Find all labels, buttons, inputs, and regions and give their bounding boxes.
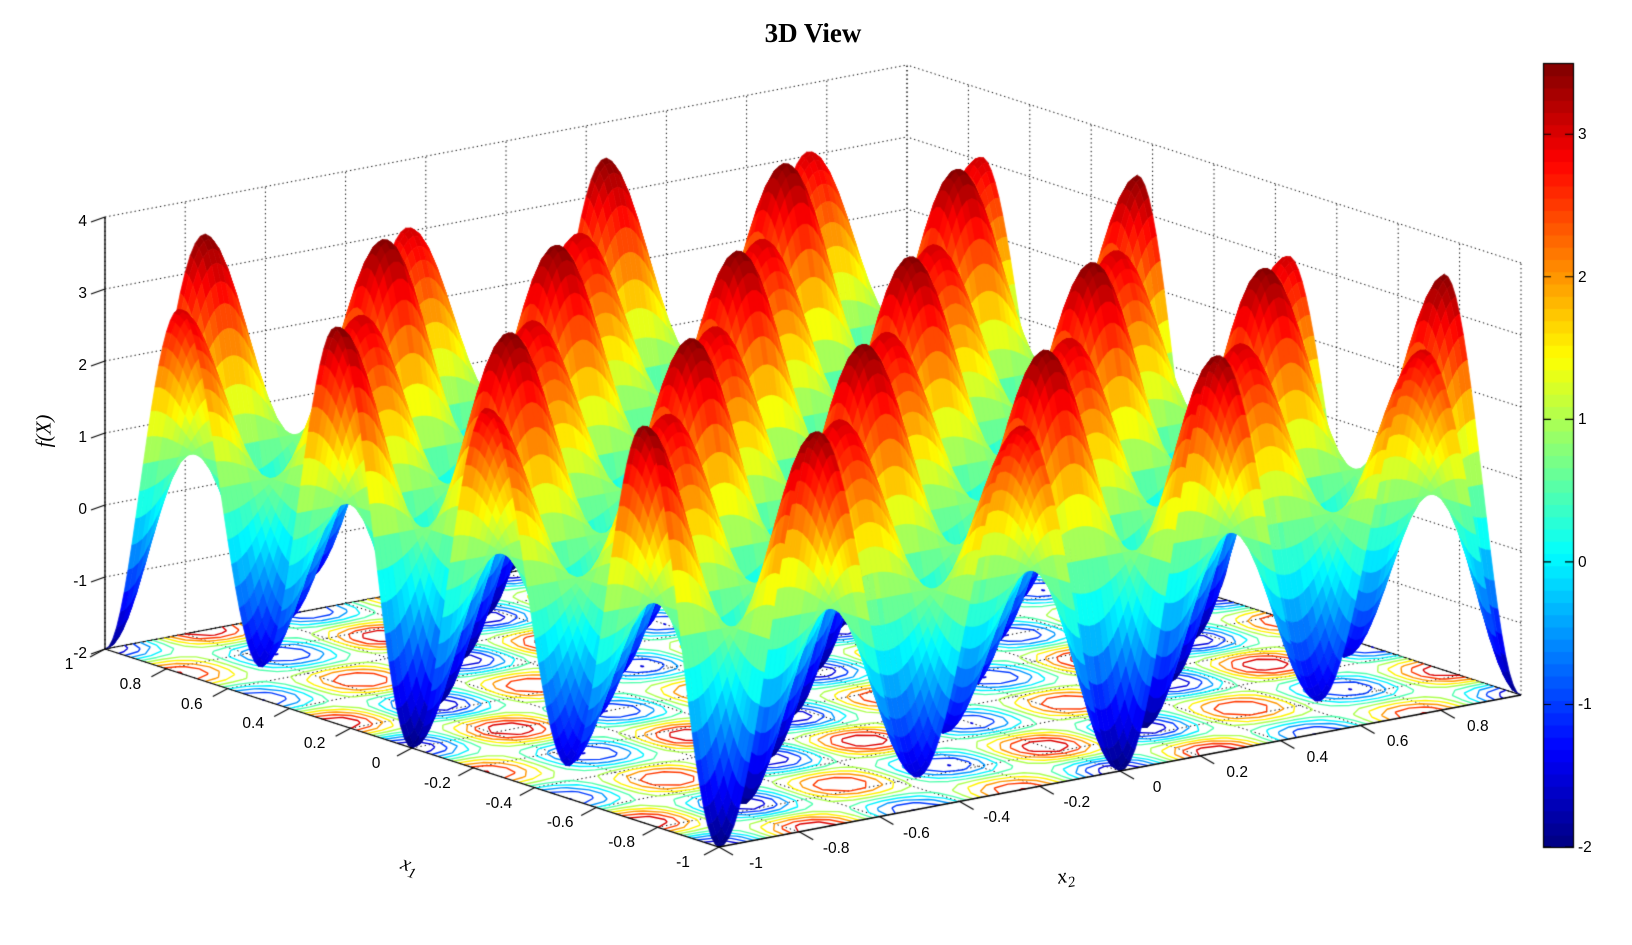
x2-tick-label: 0.4 [1306, 748, 1329, 766]
x1-tick-label: 0.4 [242, 715, 264, 733]
x2-tick-label: 0.2 [1226, 763, 1248, 781]
z-tick-label: -1 [73, 573, 87, 590]
z-tick-label: 4 [78, 213, 87, 230]
x1-tick-label: -0.6 [546, 814, 574, 832]
colorbar-tick-label: 1 [1578, 411, 1587, 429]
x2-tick-label: -0.8 [822, 839, 850, 857]
x2-tick-label: 0.8 [1467, 718, 1489, 736]
colorbar-tick-label: 0 [1578, 553, 1587, 571]
x2-tick-label: -0.6 [903, 824, 930, 842]
colorbar-tick-label: -1 [1578, 696, 1592, 714]
z-axis-label: f(X) [31, 414, 56, 448]
x1-tick-label: 0.2 [303, 735, 326, 753]
x1-tick-label: 0.8 [119, 675, 142, 693]
z-tick-label: 1 [78, 429, 87, 446]
colorbar-tick-label: 2 [1578, 268, 1587, 286]
x2-tick-label: 0 [1152, 779, 1162, 796]
x2-tick-label: -1 [749, 855, 763, 872]
x1-tick-label: -0.2 [424, 774, 451, 792]
plot-title: 3D View [764, 18, 862, 48]
x1-tick-label: -1 [676, 854, 690, 871]
x1-tick-label: -0.4 [485, 794, 513, 812]
z-tick-label: 3 [78, 285, 87, 302]
colorbar-tick-label: 3 [1578, 126, 1587, 144]
x2-tick-label: 0.6 [1386, 733, 1409, 751]
x1-tick-label: 1 [64, 656, 74, 673]
x1-tick-label: 0.6 [181, 695, 203, 713]
z-tick-label: 0 [78, 501, 87, 518]
x2-tick-label: -0.2 [1063, 794, 1091, 812]
z-tick-label: -2 [73, 645, 87, 662]
x1-tick-label: -0.8 [608, 834, 635, 852]
x2-tick-label: -0.4 [983, 809, 1010, 827]
x1-tick-label: 0 [371, 755, 381, 772]
colorbar-tick-label: -2 [1578, 839, 1592, 856]
z-tick-label: 2 [78, 357, 87, 374]
